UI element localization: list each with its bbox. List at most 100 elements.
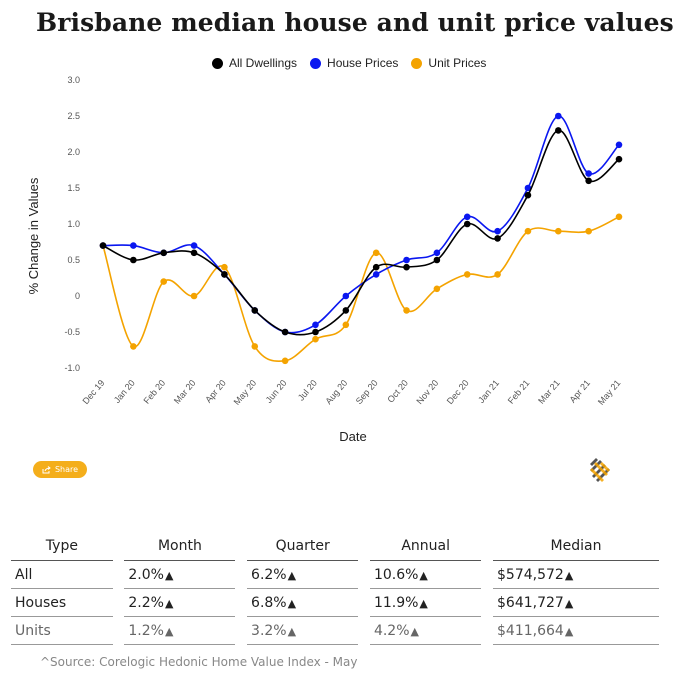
x-tick-label: Jan 21 [476,378,501,405]
data-point-house-prices [585,170,592,177]
cell-median: $641,727▲ [493,589,659,617]
data-point-all-dwellings [130,256,137,264]
x-tick-label: Jan 20 [112,378,137,405]
share-button[interactable]: Share [33,461,87,478]
up-arrow-icon: ▲ [410,624,419,638]
brand-logo-icon [590,458,610,482]
up-arrow-icon: ▲ [419,596,428,610]
legend-label-unit-prices: Unit Prices [428,56,487,70]
y-tick-label: -0.5 [64,327,80,337]
up-arrow-icon: ▲ [287,624,297,638]
data-point-unit-prices [160,278,168,285]
data-point-all-dwellings [342,307,350,314]
x-tick-label: Jun 20 [264,378,289,405]
chart-legend: All Dwellings House Prices Unit Prices [212,55,486,71]
row-type: Houses [11,589,113,617]
x-tick-label: Feb 21 [506,378,532,406]
data-point-house-prices [463,213,471,221]
data-point-all-dwellings [524,191,532,199]
share-label: Share [54,465,79,474]
data-point-house-prices [433,249,441,257]
up-arrow-icon: ▲ [419,568,428,582]
data-point-house-prices [615,141,623,149]
table-header-row: Type Month Quarter Annual Median [11,532,659,561]
data-point-all-dwellings [190,249,198,257]
legend-item-all-dwellings[interactable]: All Dwellings [212,56,297,70]
up-arrow-icon: ▲ [287,568,297,582]
data-point-unit-prices [403,307,410,314]
x-tick-label: Apr 21 [567,378,592,405]
data-point-unit-prices [130,343,137,350]
data-point-unit-prices [342,321,350,329]
data-point-unit-prices [615,213,623,221]
data-point-house-prices [403,256,410,264]
data-point-all-dwellings [585,177,592,185]
x-tick-label: May 20 [232,378,259,407]
y-axis-title: % Change in Values [26,177,41,294]
data-point-house-prices [312,321,319,329]
cell-month: 2.0%▲ [124,561,236,589]
stats-table: Type Month Quarter Annual Median All 2.0… [11,532,659,645]
header-month: Month [124,532,236,561]
legend-label-house-prices: House Prices [327,56,399,70]
y-tick-label: 2.0 [67,147,80,157]
cell-month: 2.2%▲ [124,589,236,617]
data-point-unit-prices [312,335,319,343]
cell-quarter: 6.8%▲ [247,589,359,617]
legend-label-all-dwellings: All Dwellings [229,56,298,70]
legend-marker-unit-prices [411,57,423,69]
x-tick-label: Mar 20 [172,378,198,406]
x-tick-label: Dec 19 [81,378,107,406]
data-point-unit-prices [463,271,471,278]
source-note: ^Source: Corelogic Hedonic Home Value In… [40,655,358,669]
up-arrow-icon: ▲ [164,568,174,582]
y-tick-label: 1.0 [67,219,80,229]
data-point-all-dwellings [160,249,168,257]
data-point-house-prices [372,271,380,278]
data-point-unit-prices [221,263,228,271]
up-arrow-icon: ▲ [564,568,574,582]
x-axis-title: Date [339,429,366,444]
row-type: All [11,561,113,589]
x-tick-label: Feb 20 [142,378,168,406]
x-tick-label: Mar 21 [536,378,562,406]
data-point-unit-prices [372,249,380,257]
x-tick-label: May 21 [596,378,623,407]
legend-item-unit-prices[interactable]: Unit Prices [411,56,486,70]
data-point-unit-prices [433,285,441,293]
cell-median: $411,664▲ [493,617,659,645]
x-tick-label: Apr 20 [203,378,228,405]
up-arrow-icon: ▲ [564,596,574,610]
data-point-unit-prices [585,227,592,235]
up-arrow-icon: ▲ [564,624,574,638]
cell-median: $574,572▲ [493,561,659,589]
cell-annual: 4.2%▲ [369,617,482,645]
row-type: Units [11,617,113,645]
data-point-all-dwellings [463,220,471,228]
data-point-all-dwellings [554,127,562,134]
up-arrow-icon: ▲ [287,596,297,610]
data-point-all-dwellings [312,328,319,336]
series-line-all-dwellings [102,129,620,336]
legend-marker-all-dwellings [212,57,223,69]
data-point-all-dwellings [99,242,107,249]
table-row: Houses 2.2%▲ 6.8%▲ 11.9%▲ $641,727▲ [11,589,659,617]
cell-month: 1.2%▲ [124,617,236,645]
legend-item-house-prices[interactable]: House Prices [310,56,398,70]
cell-quarter: 6.2%▲ [247,561,359,589]
data-point-all-dwellings [281,328,289,336]
data-point-unit-prices [494,271,501,278]
data-point-all-dwellings [372,263,380,271]
header-quarter: Quarter [247,532,359,561]
table-row: Units 1.2%▲ 3.2%▲ 4.2%▲ $411,664▲ [11,617,659,645]
header-annual: Annual [369,532,482,561]
data-point-house-prices [524,184,532,192]
cell-annual: 10.6%▲ [369,561,482,589]
data-point-house-prices [494,227,501,235]
series-line-house-prices [102,115,620,334]
x-tick-label: Jul 20 [296,378,319,403]
chart-title: Brisbane median house and unit price val… [36,8,674,37]
x-tick-label: Dec 20 [445,378,471,406]
data-point-house-prices [190,242,198,249]
